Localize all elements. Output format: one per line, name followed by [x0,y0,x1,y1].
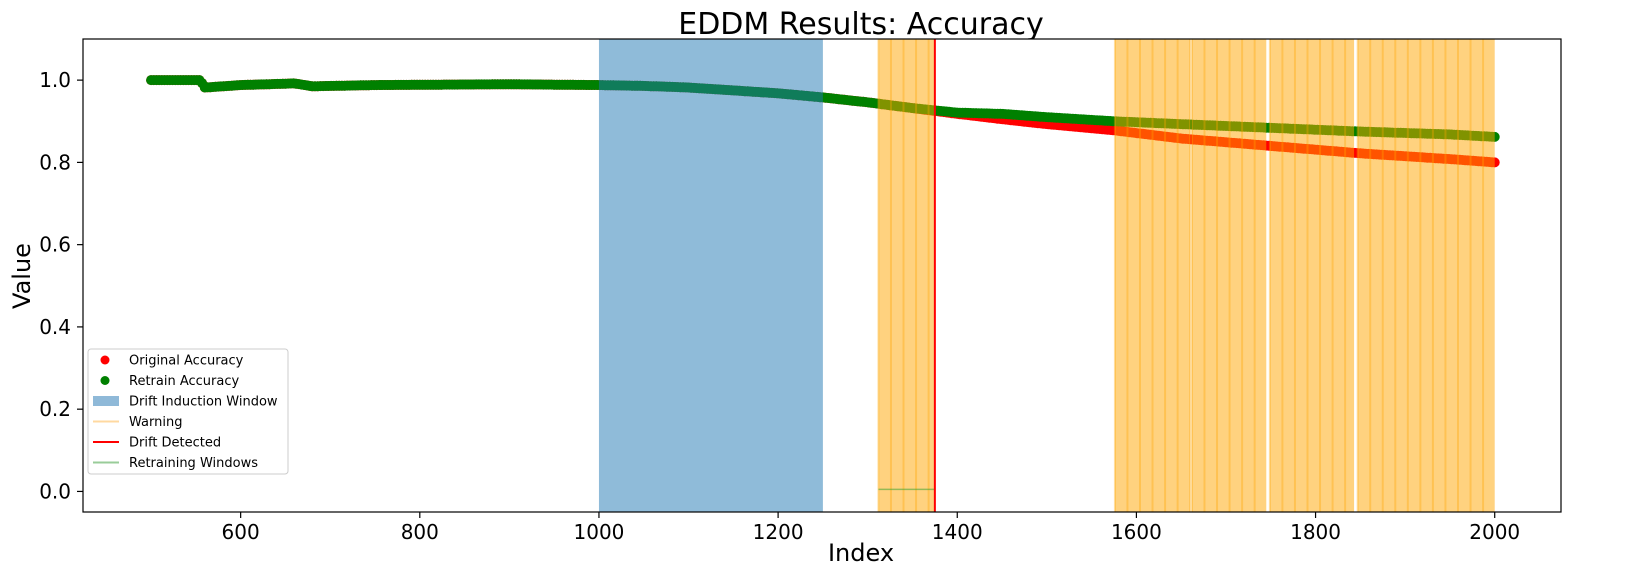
x-tick-label: 1600 [1111,520,1162,544]
axes: 600 800 1000 1200 1400 1600 1800 2000 0.0 0.2 0.4 0… [39,38,1562,544]
y-tick-label: 0.2 [39,397,71,421]
x-tick-label: 1200 [753,520,804,544]
legend-label: Drift Induction Window [129,395,278,410]
warning-region-fill [1269,39,1355,512]
legend-entry: Drift Detected [93,436,221,451]
x-tick-label: 1000 [574,520,625,544]
warning-region-fill [1357,39,1495,512]
y-tick-label: 1.0 [39,68,71,92]
y-axis-label: Value [8,243,36,309]
legend-entry: Warning [93,415,182,430]
y-tick-label: 0.0 [39,479,71,503]
warning-region-fill [878,39,935,512]
legend-entry: Original Accuracy [100,354,244,369]
x-tick-label: 800 [401,520,439,544]
legend-marker [100,355,110,365]
legend-patch [93,396,119,406]
warning-region [877,39,935,512]
legend-label: Retrain Accuracy [129,374,239,389]
legend-label: Retraining Windows [129,456,258,471]
x-tick-label: 1400 [932,520,983,544]
legend-entry: Retraining Windows [93,456,258,471]
y-tick-label: 0.6 [39,233,71,257]
legend-label: Original Accuracy [129,354,244,369]
legend-entry: Retrain Accuracy [100,374,239,389]
axes-frame [82,38,1562,513]
y-tick-label: 0.4 [39,315,71,339]
plot-content [146,39,1500,512]
chart-title: EDDM Results: Accuracy [678,7,1044,42]
legend-box [87,348,289,475]
warning-region [1268,39,1355,512]
legend: Original Accuracy Retrain Accuracy Drift I… [87,348,289,475]
legend-entry: Drift Induction Window [93,395,278,410]
warning-region [1113,39,1192,512]
plot-area [146,39,1500,512]
warning-region [1356,39,1495,512]
x-tick-label: 600 [222,520,260,544]
x-tick-label: 2000 [1469,520,1520,544]
x-axis-label: Index [828,539,894,567]
y-tick-label: 0.8 [39,150,71,174]
legend-marker [100,376,110,385]
x-tick-label: 1800 [1290,520,1341,544]
drift-induction-window [598,39,823,512]
legend-label: Warning [129,415,182,430]
warning-region [1190,39,1267,512]
warning-region-fill [1191,39,1267,512]
legend-label: Drift Detected [129,436,221,451]
warning-region-fill [1114,39,1191,512]
